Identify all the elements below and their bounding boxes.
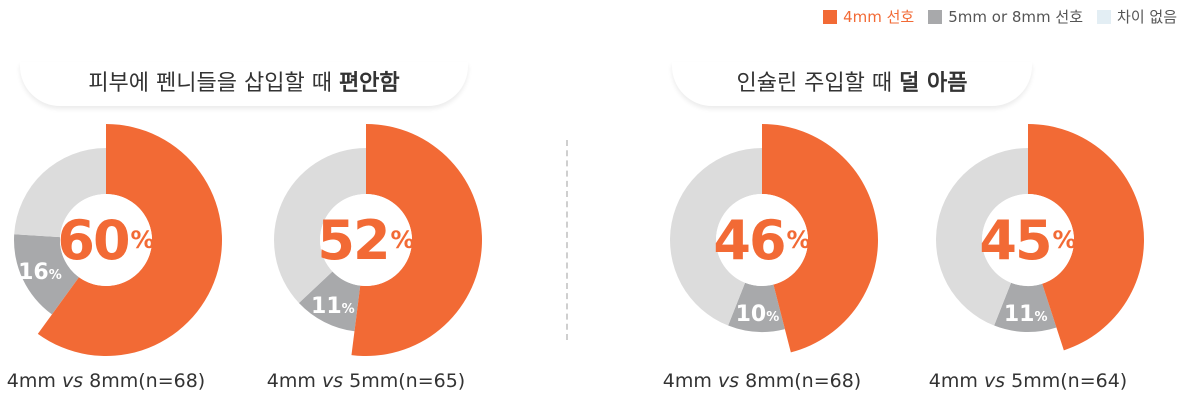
chart-2-center-hole <box>320 194 412 286</box>
chart-1: 16% 60% <box>0 120 226 360</box>
chart-3-slice-orange <box>762 124 879 353</box>
chart-2-caption: 4mm vs 5mm(n=65) <box>246 370 486 392</box>
chart-2-caption-vs: vs <box>321 370 344 392</box>
chart-3-slice-light <box>669 148 762 326</box>
chart-2: 11% 52% <box>246 120 486 360</box>
chart-1-center-hole <box>60 194 152 286</box>
legend-swatch-gray <box>928 9 943 24</box>
chart-2-slice-light <box>274 148 366 303</box>
chart-3-gray-value: 10 <box>736 302 767 327</box>
chart-3-center-hole <box>716 194 808 286</box>
chart-3-caption-a: 4mm <box>662 370 718 392</box>
group-title-less-pain-prefix: 인슐린 주입할 때 <box>736 71 900 96</box>
legend-label-5mm-8mm: 5mm or 8mm 선호 <box>948 8 1084 26</box>
group-title-comfort: 피부에 펜니들을 삽입할 때 편안함 <box>20 62 468 106</box>
group-title-less-pain: 인슐린 주입할 때 덜 아픔 <box>672 62 1032 106</box>
legend-item-5mm-8mm: 5mm or 8mm 선호 <box>928 6 1083 27</box>
chart-3-gray-sign: % <box>766 310 779 325</box>
chart-1-gray-value: 16 <box>18 260 49 285</box>
chart-1-caption-a: 4mm <box>6 370 62 392</box>
legend-swatch-orange <box>823 9 838 24</box>
legend-label-4mm: 4mm 선호 <box>843 8 915 26</box>
group-title-comfort-prefix: 피부에 펜니들을 삽입할 때 <box>88 71 339 96</box>
chart-1-gray-value-label: 16% <box>18 260 62 285</box>
chart-2-gray-value-label: 11% <box>311 294 355 319</box>
legend-item-no-difference: 차이 없음 <box>1097 6 1177 27</box>
chart-2-caption-a: 4mm <box>266 370 322 392</box>
chart-3-gray-value-label: 10% <box>736 302 780 327</box>
chart-4-center-hole <box>982 194 1074 286</box>
group-divider <box>566 140 568 340</box>
legend-item-4mm: 4mm 선호 <box>823 6 914 27</box>
chart-2-gray-sign: % <box>342 302 355 317</box>
chart-4-gray-value-label: 11% <box>1004 302 1048 327</box>
chart-4-caption: 4mm vs 5mm(n=64) <box>908 370 1148 392</box>
chart-4-caption-b: 5mm(n=64) <box>1005 370 1128 392</box>
chart-4-gray-sign: % <box>1035 310 1048 325</box>
chart-1-slice-gray <box>13 234 79 315</box>
chart-2-slice-orange <box>351 124 482 356</box>
legend-swatch-light <box>1097 9 1112 24</box>
chart-4-gray-value: 11 <box>1004 302 1035 327</box>
chart-3: 10% 46% <box>642 120 882 360</box>
chart-3-caption-vs: vs <box>717 370 740 392</box>
legend-label-no-difference: 차이 없음 <box>1117 8 1177 26</box>
chart-4-slice-orange <box>1028 124 1144 351</box>
chart-2-gray-value: 11 <box>311 294 342 319</box>
chart-1-gray-sign: % <box>49 268 62 283</box>
chart-1-slice-orange <box>37 124 222 356</box>
chart-4-slice-light <box>935 148 1028 326</box>
chart-4-caption-vs: vs <box>983 370 1006 392</box>
chart-2-caption-b: 5mm(n=65) <box>343 370 466 392</box>
chart-1-caption: 4mm vs 8mm(n=68) <box>0 370 226 392</box>
group-title-less-pain-bold: 덜 아픔 <box>899 71 968 96</box>
legend: 4mm 선호 5mm or 8mm 선호 차이 없음 <box>823 6 1177 27</box>
chart-4-slice-gray <box>994 282 1057 332</box>
chart-3-caption: 4mm vs 8mm(n=68) <box>642 370 882 392</box>
chart-3-slice-gray <box>728 282 785 332</box>
chart-4-caption-a: 4mm <box>928 370 984 392</box>
chart-1-svg: 16% <box>13 124 222 356</box>
chart-3-svg: 10% <box>669 124 879 353</box>
chart-2-svg: 11% <box>274 124 482 356</box>
group-title-comfort-bold: 편안함 <box>338 71 400 96</box>
chart-4: 11% 45% <box>908 120 1148 360</box>
chart-1-caption-b: 8mm(n=68) <box>83 370 206 392</box>
chart-1-slice-light <box>14 148 106 238</box>
chart-3-caption-b: 8mm(n=68) <box>739 370 862 392</box>
chart-2-slice-gray <box>298 271 361 332</box>
chart-4-svg: 11% <box>935 124 1144 351</box>
chart-1-caption-vs: vs <box>61 370 84 392</box>
